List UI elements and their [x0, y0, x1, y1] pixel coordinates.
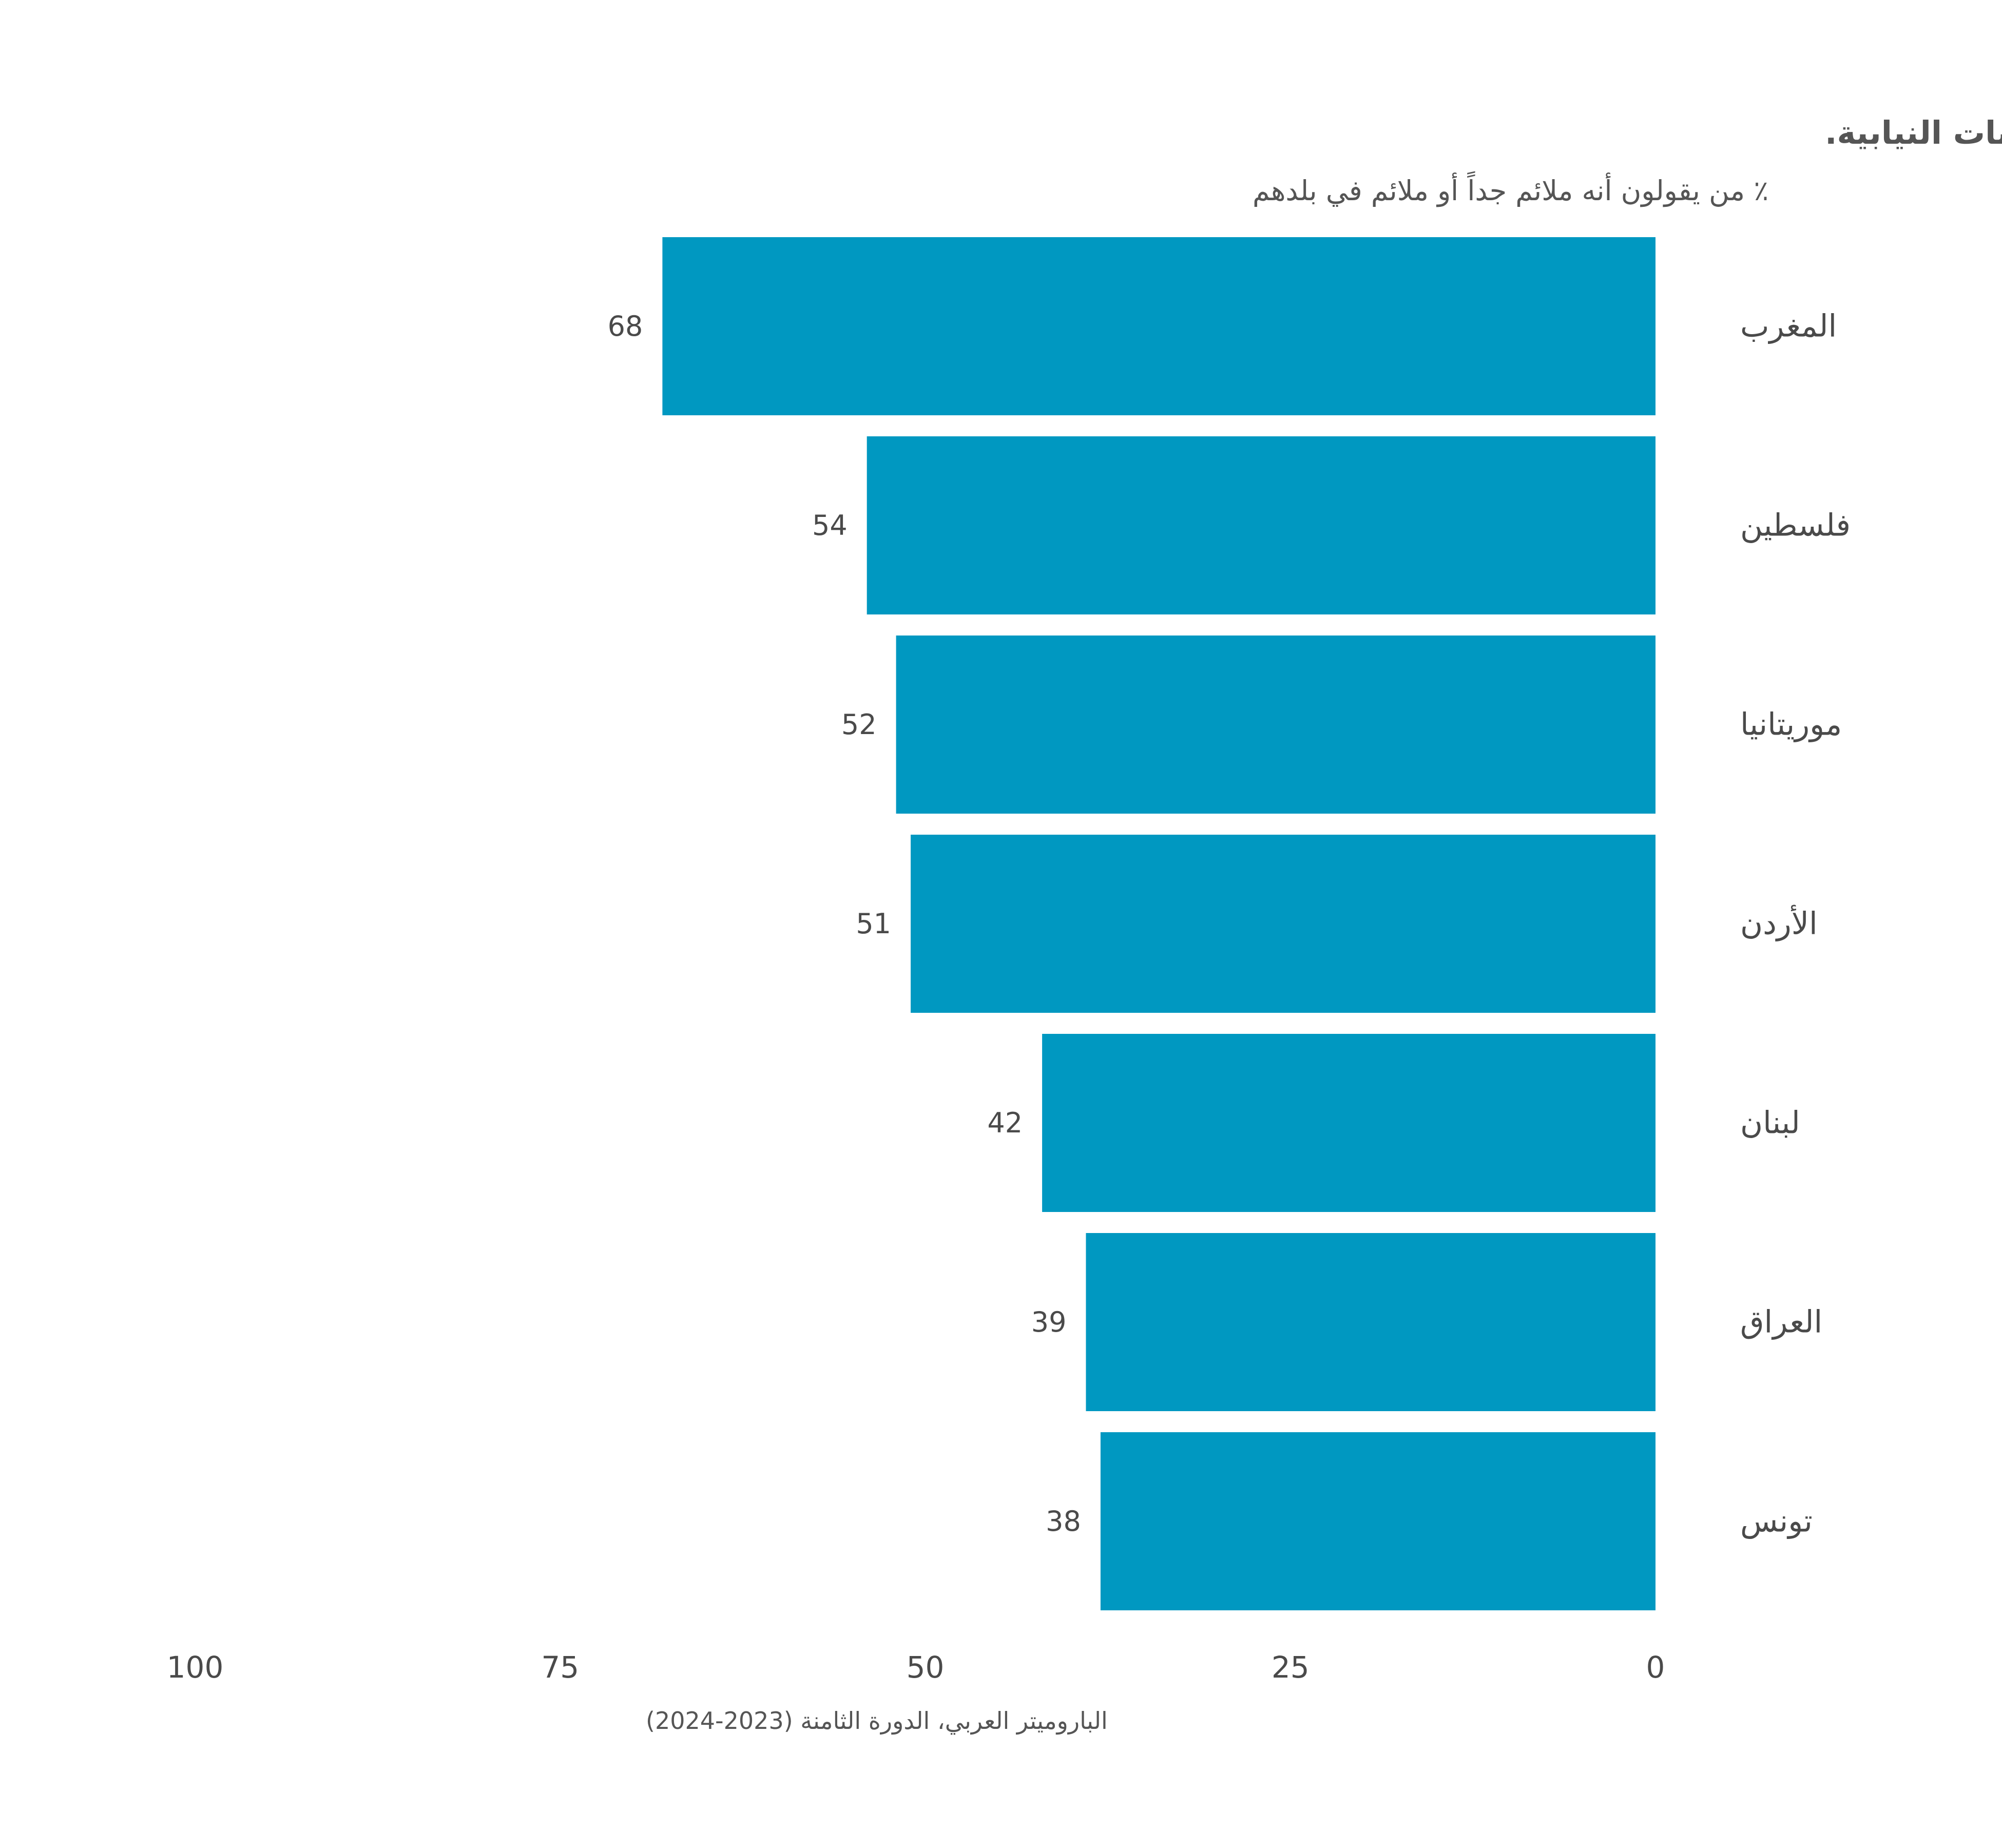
category-label-3: موريتانيا [1740, 707, 1842, 743]
chart-title: نظام برلماني حيث الأحزاب القومية واليسار… [1825, 113, 2002, 152]
category-label-6: العراق [1740, 1304, 1822, 1340]
bar-4 [911, 835, 1656, 1013]
bar-3 [896, 636, 1656, 814]
category-label-1: المغرب [1740, 309, 1837, 344]
value-label-3: 52 [841, 708, 877, 741]
x-tick-label-1: 0 [1646, 1650, 1665, 1685]
value-label-5: 42 [987, 1107, 1023, 1139]
category-label-2: فلسطين [1740, 508, 1851, 544]
value-label-7: 38 [1046, 1505, 1081, 1537]
value-label-4: 51 [856, 908, 891, 940]
bars-group [662, 237, 1656, 1610]
bar-1 [662, 237, 1656, 415]
chart-subtitle: ٪ من يقولون أنه ملائم جداً أو ملائم في ب… [1253, 171, 1768, 207]
source-note: الباروميتر العربي، الدورة الثامنة (2023-… [646, 1707, 1108, 1735]
x-tick-label-5: 100 [167, 1650, 224, 1685]
bar-2 [867, 436, 1656, 614]
x-tick-label-2: 25 [1272, 1650, 1310, 1685]
x-tick-label-3: 50 [907, 1650, 945, 1685]
bar-5 [1042, 1034, 1656, 1212]
x-tick-label-4: 75 [541, 1650, 579, 1685]
x-axis-ticks: 0 25 50 75 100 [167, 1650, 1665, 1685]
value-label-1: 68 [608, 310, 643, 342]
category-labels-group: المغرب فلسطين موريتانيا الأردن لبنان العراق تو… [1740, 309, 1851, 1539]
value-label-6: 39 [1031, 1306, 1067, 1338]
value-label-2: 54 [812, 509, 848, 542]
value-labels-group: 68 54 52 51 42 39 38 [608, 310, 1081, 1537]
category-label-4: الأردن [1740, 905, 1818, 942]
bar-7 [1100, 1432, 1656, 1610]
category-label-5: لبنان [1740, 1105, 1800, 1141]
bar-6 [1086, 1233, 1656, 1411]
category-label-7: تونس [1740, 1504, 1813, 1539]
